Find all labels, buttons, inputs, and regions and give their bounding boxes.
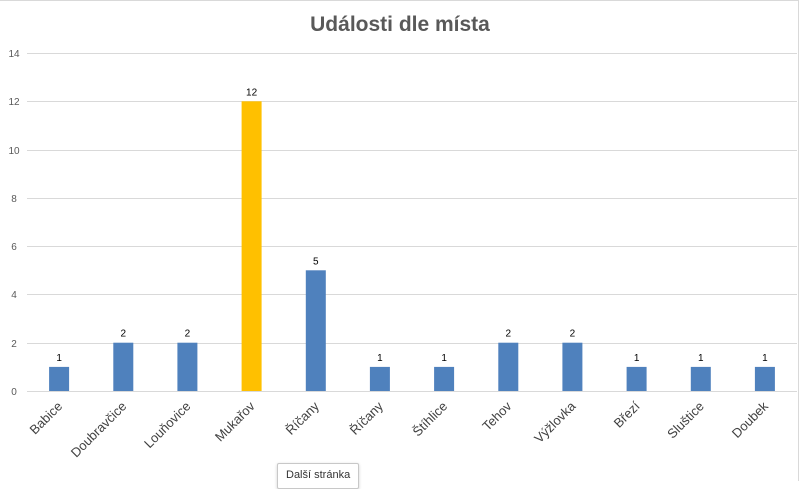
chart-title: Události dle místa	[310, 13, 490, 36]
x-tick-label: Doubravčice	[68, 399, 130, 461]
bar	[113, 342, 134, 391]
data-label: 1	[634, 353, 640, 364]
x-axis-tick-labels: Babice Doubravčice Louňovice Mukařov Říčany Ř…	[27, 398, 772, 460]
bar	[241, 101, 262, 392]
data-label: 12	[246, 87, 258, 98]
chart-border-top	[0, 0, 799, 1]
gridlines	[27, 53, 797, 392]
tooltip: Další stránka	[277, 463, 359, 489]
x-tick-label: Březí	[611, 398, 643, 430]
data-label: 1	[56, 353, 62, 364]
bar	[434, 366, 455, 391]
bar	[626, 366, 647, 391]
y-tick-label: 10	[8, 146, 20, 157]
data-label: 1	[377, 353, 383, 364]
data-label: 5	[313, 256, 319, 267]
y-tick-label: 4	[11, 290, 17, 301]
y-tick-label: 0	[11, 387, 17, 398]
x-tick-label: Štíhlice	[409, 399, 450, 440]
bar	[690, 366, 711, 391]
bar	[369, 366, 390, 391]
bar	[177, 342, 198, 391]
y-tick-label: 12	[8, 97, 20, 108]
bar	[754, 366, 775, 391]
y-tick-label: 8	[11, 194, 17, 205]
data-label: 2	[185, 329, 191, 340]
bar	[305, 270, 326, 391]
y-tick-label: 2	[11, 339, 17, 350]
x-tick-label: Louňovice	[141, 399, 194, 452]
y-tick-label: 6	[11, 242, 17, 253]
x-tick-label: Výžlovka	[531, 398, 579, 446]
data-label: 1	[762, 353, 768, 364]
x-tick-label: Doubek	[729, 398, 772, 441]
x-tick-label: Říčany	[283, 398, 323, 438]
x-tick-label: Babice	[27, 399, 66, 438]
data-label: 1	[698, 353, 704, 364]
data-label: 2	[506, 329, 512, 340]
x-tick-label: Mukařov	[212, 398, 258, 444]
bar	[562, 342, 583, 391]
x-tick-label: Tehov	[479, 398, 514, 433]
bar	[49, 366, 70, 391]
y-axis-tick-labels: 0 2 4 6 8 10 12 14	[8, 49, 20, 398]
x-tick-label: Sluštice	[664, 399, 707, 442]
bars	[49, 101, 775, 392]
y-tick-label: 14	[8, 49, 20, 60]
x-tick-label: Říčany	[347, 398, 387, 438]
data-label: 2	[121, 329, 127, 340]
data-label: 2	[570, 329, 576, 340]
bar	[498, 342, 519, 391]
data-label: 1	[441, 353, 447, 364]
